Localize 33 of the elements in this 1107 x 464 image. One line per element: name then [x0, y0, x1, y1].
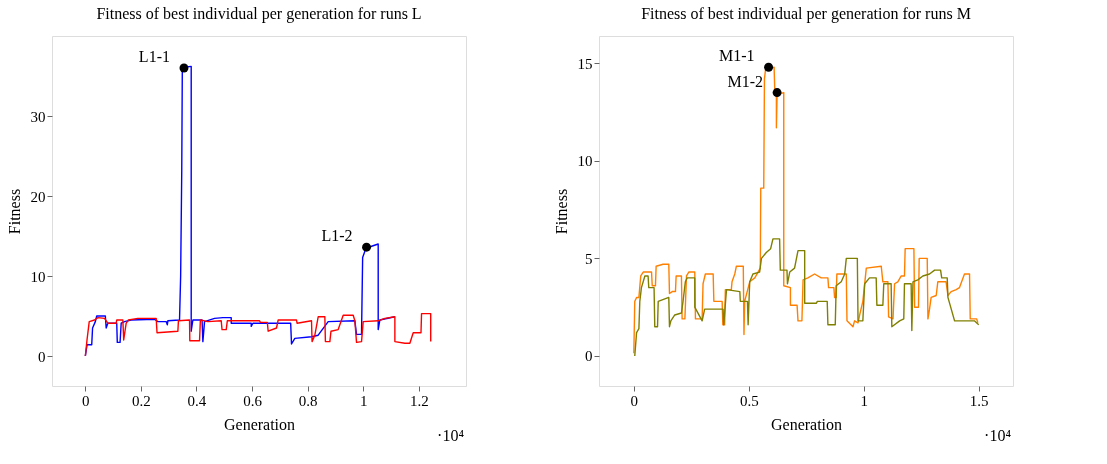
- y-tick-label: 20: [30, 188, 46, 205]
- y-tick-label: 10: [577, 153, 593, 170]
- x-tick-label: 0.6: [243, 392, 263, 409]
- y-axis-title: Fitness: [5, 188, 23, 235]
- x-tick-label: 0: [630, 392, 639, 409]
- annotation: M1-2: [727, 72, 764, 90]
- y-tick-label: 10: [30, 268, 46, 285]
- y-tick-label: 15: [577, 55, 593, 72]
- x-tick-label: 1: [359, 392, 368, 409]
- text: ·10⁴: [984, 427, 1012, 444]
- x-tick-label: 0.4: [187, 392, 207, 409]
- annotation: L1-2: [321, 227, 353, 245]
- y-tick-label: 0: [585, 348, 593, 365]
- y-axis-title: Fitness: [552, 188, 570, 235]
- x-tick-label: 0: [82, 392, 90, 409]
- x-tick-label: 0.5: [739, 392, 759, 409]
- y-tick-label: 30: [30, 108, 46, 125]
- x-tick-label: 0.8: [298, 392, 318, 409]
- annotation: M1-1: [719, 47, 755, 65]
- text: ·10⁴: [437, 427, 465, 444]
- line-series: [84, 312, 432, 357]
- y-tick-label: 5: [585, 250, 593, 267]
- x-tick-label: 1: [860, 392, 869, 409]
- line-series: [634, 238, 980, 357]
- x-axis-title: Generation: [223, 415, 296, 433]
- annotation: L1-1: [138, 48, 170, 65]
- x-tick-label: 1.5: [969, 392, 989, 409]
- chart-title: Fitness of best individual per generation for runs M: [641, 5, 971, 23]
- x-tick-label: 0.2: [132, 392, 151, 409]
- x-axis-title: Generation: [770, 415, 843, 433]
- x-tick-label: 1.2: [409, 392, 429, 409]
- y-tick-label: 0: [38, 348, 46, 365]
- chart-title: Fitness of best individual per generation for runs L: [96, 5, 422, 23]
